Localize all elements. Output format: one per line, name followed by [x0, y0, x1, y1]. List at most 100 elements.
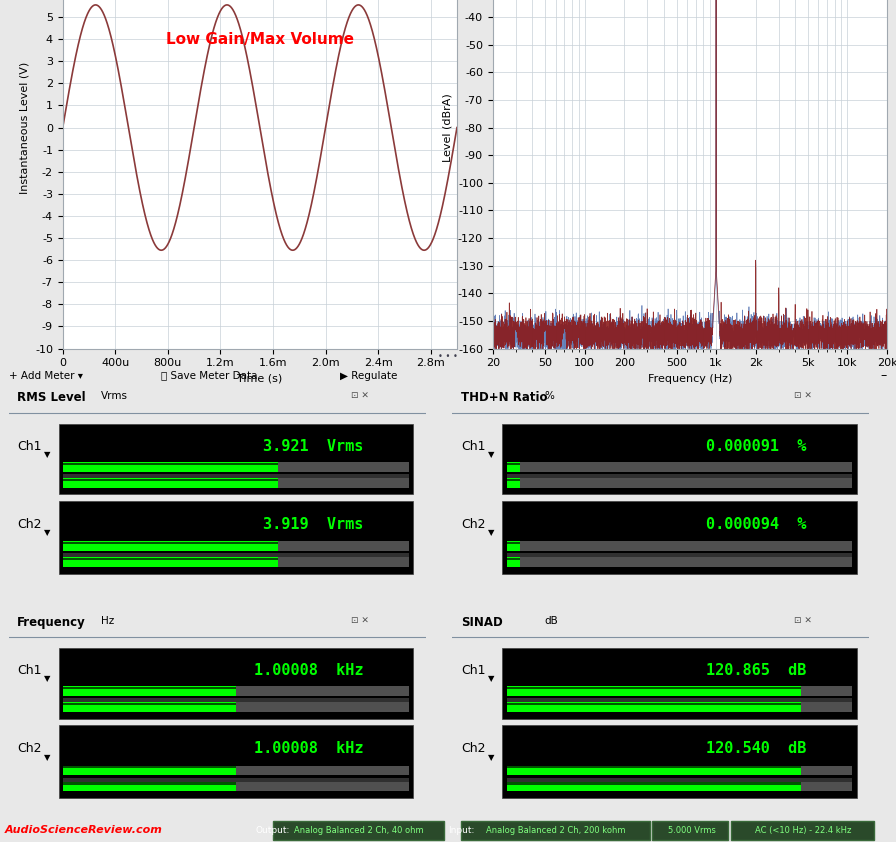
Text: Frequency: Frequency	[17, 616, 86, 629]
FancyBboxPatch shape	[801, 765, 852, 775]
FancyBboxPatch shape	[506, 765, 801, 775]
FancyBboxPatch shape	[506, 462, 521, 465]
FancyBboxPatch shape	[506, 687, 801, 689]
Text: ⊡ ✕: ⊡ ✕	[794, 616, 812, 625]
FancyBboxPatch shape	[63, 777, 409, 791]
Text: 5.000 Vrms: 5.000 Vrms	[668, 826, 716, 834]
FancyBboxPatch shape	[506, 553, 852, 568]
FancyBboxPatch shape	[59, 501, 413, 573]
FancyBboxPatch shape	[503, 501, 857, 573]
Text: AC (<10 Hz) - 22.4 kHz: AC (<10 Hz) - 22.4 kHz	[754, 826, 851, 834]
FancyBboxPatch shape	[506, 474, 852, 488]
Text: AudioScienceReview.com: AudioScienceReview.com	[4, 825, 162, 835]
FancyBboxPatch shape	[506, 541, 521, 551]
FancyBboxPatch shape	[236, 686, 409, 696]
Text: Ch2: Ch2	[461, 518, 486, 530]
Text: ▼: ▼	[45, 753, 51, 762]
FancyBboxPatch shape	[63, 702, 236, 712]
FancyBboxPatch shape	[63, 462, 278, 465]
FancyBboxPatch shape	[506, 542, 521, 544]
FancyBboxPatch shape	[521, 541, 852, 551]
FancyBboxPatch shape	[506, 698, 852, 712]
FancyBboxPatch shape	[63, 766, 236, 769]
FancyBboxPatch shape	[273, 821, 444, 839]
Y-axis label: Level (dBrA): Level (dBrA)	[443, 93, 452, 162]
FancyBboxPatch shape	[506, 766, 801, 769]
Text: 3.921  Vrms: 3.921 Vrms	[263, 439, 363, 454]
FancyBboxPatch shape	[506, 703, 801, 706]
FancyBboxPatch shape	[506, 781, 801, 791]
X-axis label: Time (s): Time (s)	[237, 374, 282, 384]
FancyBboxPatch shape	[63, 474, 409, 488]
FancyBboxPatch shape	[506, 557, 521, 568]
Text: 0.000094  %: 0.000094 %	[706, 517, 806, 532]
FancyBboxPatch shape	[63, 698, 409, 712]
Text: Low Gain/Max Volume: Low Gain/Max Volume	[166, 32, 354, 46]
FancyBboxPatch shape	[63, 687, 236, 689]
Text: –: –	[881, 369, 887, 382]
FancyBboxPatch shape	[278, 541, 409, 551]
FancyBboxPatch shape	[63, 478, 278, 488]
FancyBboxPatch shape	[63, 765, 236, 775]
FancyBboxPatch shape	[506, 478, 521, 488]
FancyBboxPatch shape	[63, 462, 278, 472]
FancyBboxPatch shape	[63, 781, 236, 791]
FancyBboxPatch shape	[236, 781, 409, 791]
Text: 🖫 Save Meter Data: 🖫 Save Meter Data	[161, 370, 258, 381]
FancyBboxPatch shape	[59, 647, 413, 718]
X-axis label: Frequency (Hz): Frequency (Hz)	[648, 374, 732, 384]
FancyBboxPatch shape	[236, 702, 409, 712]
Text: ▼: ▼	[45, 450, 51, 459]
Text: Hz: Hz	[100, 616, 114, 626]
FancyBboxPatch shape	[236, 765, 409, 775]
Text: Ch1: Ch1	[17, 663, 42, 677]
FancyBboxPatch shape	[63, 703, 236, 706]
Text: Analog Balanced 2 Ch, 40 ohm: Analog Balanced 2 Ch, 40 ohm	[294, 826, 423, 834]
Text: ▼: ▼	[488, 674, 495, 684]
FancyBboxPatch shape	[801, 781, 852, 791]
Y-axis label: Instantaneous Level (V): Instantaneous Level (V)	[20, 61, 30, 194]
FancyBboxPatch shape	[63, 541, 278, 551]
Text: 3.919  Vrms: 3.919 Vrms	[263, 517, 363, 532]
FancyBboxPatch shape	[278, 557, 409, 568]
Text: ▼: ▼	[45, 528, 51, 537]
Text: • • •: • • •	[438, 352, 458, 360]
Text: Ch2: Ch2	[461, 742, 486, 755]
Text: 0.000091  %: 0.000091 %	[706, 439, 806, 454]
Text: RMS Level: RMS Level	[17, 392, 86, 404]
Text: Ch1: Ch1	[461, 663, 486, 677]
Text: Input:: Input:	[448, 826, 474, 834]
Text: Vrms: Vrms	[100, 392, 127, 402]
FancyBboxPatch shape	[63, 553, 409, 568]
FancyBboxPatch shape	[652, 821, 728, 839]
Text: + Add Meter ▾: + Add Meter ▾	[9, 370, 83, 381]
FancyBboxPatch shape	[278, 462, 409, 472]
FancyBboxPatch shape	[506, 702, 801, 712]
Text: dB: dB	[544, 616, 558, 626]
FancyBboxPatch shape	[506, 686, 801, 696]
Text: 1.00008  kHz: 1.00008 kHz	[254, 741, 363, 756]
FancyBboxPatch shape	[731, 821, 874, 839]
Text: %: %	[544, 392, 554, 402]
FancyBboxPatch shape	[506, 782, 801, 785]
FancyBboxPatch shape	[63, 782, 236, 785]
Text: ▼: ▼	[488, 528, 495, 537]
FancyBboxPatch shape	[63, 479, 278, 481]
FancyBboxPatch shape	[503, 424, 857, 494]
FancyBboxPatch shape	[521, 557, 852, 568]
Text: Ch2: Ch2	[17, 518, 42, 530]
Text: Output:: Output:	[255, 826, 289, 834]
FancyBboxPatch shape	[521, 478, 852, 488]
FancyBboxPatch shape	[63, 557, 278, 568]
Text: 1.00008  kHz: 1.00008 kHz	[254, 663, 363, 678]
FancyBboxPatch shape	[506, 558, 521, 560]
FancyBboxPatch shape	[801, 702, 852, 712]
FancyBboxPatch shape	[506, 479, 521, 481]
FancyBboxPatch shape	[521, 462, 852, 472]
Text: Ch1: Ch1	[17, 440, 42, 452]
FancyBboxPatch shape	[461, 821, 650, 839]
Text: ⊡ ✕: ⊡ ✕	[350, 616, 368, 625]
FancyBboxPatch shape	[801, 686, 852, 696]
FancyBboxPatch shape	[506, 462, 521, 472]
Text: ▼: ▼	[45, 674, 51, 684]
